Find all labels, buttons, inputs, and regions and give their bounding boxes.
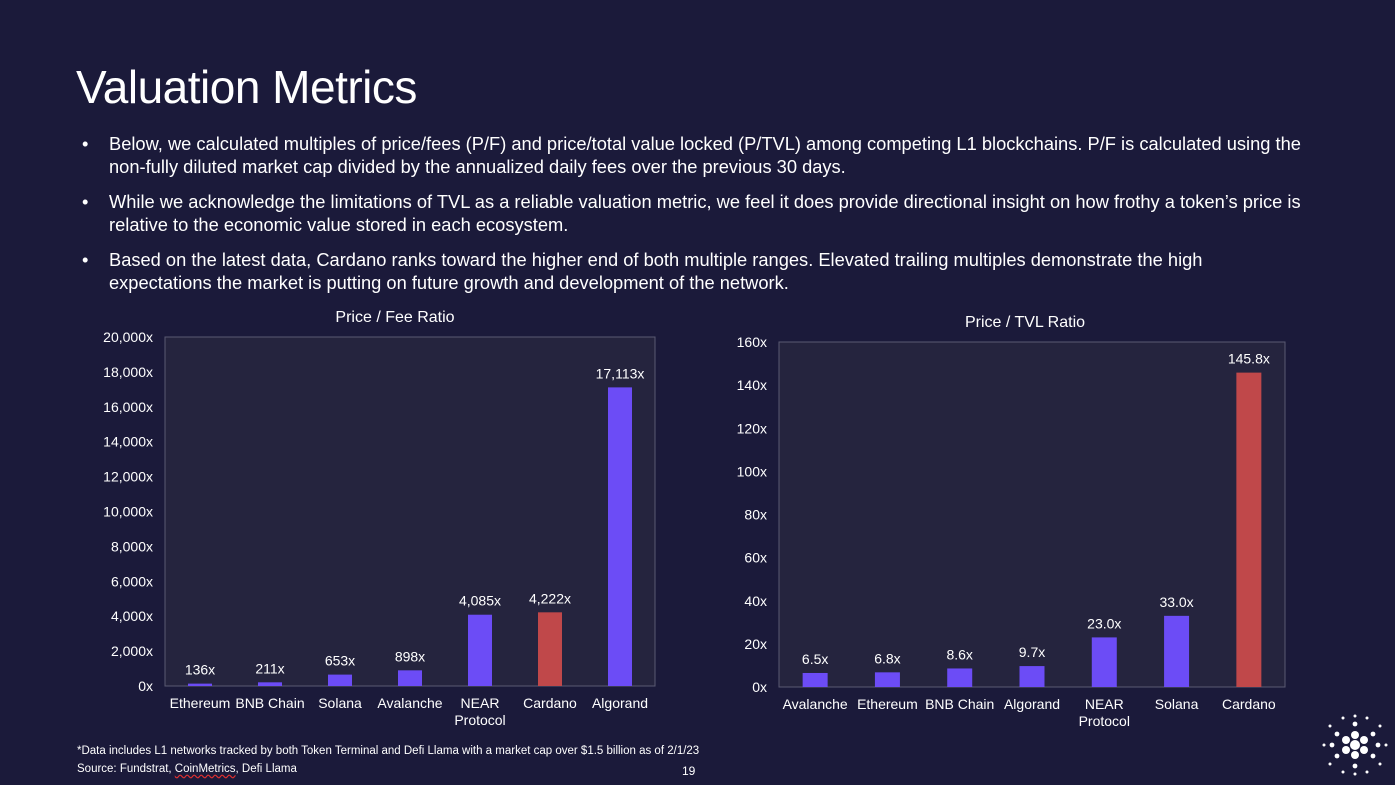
tvl-data-label: 6.5x bbox=[802, 651, 828, 667]
bullet-item: Below, we calculated multiples of price/… bbox=[82, 132, 1307, 178]
tvl-data-label: 6.8x bbox=[874, 650, 900, 666]
fee-category-label: NEAR bbox=[461, 695, 500, 711]
fee-plot-area bbox=[164, 336, 656, 687]
fee-y-tick-label: 18,000x bbox=[103, 364, 153, 380]
tvl-bar-cardano bbox=[1236, 372, 1262, 687]
tvl-bar-avalanche bbox=[802, 672, 828, 687]
fee-y-tick-label: 6,000x bbox=[111, 573, 153, 589]
footnote-text: *Data includes L1 networks tracked by bo… bbox=[77, 745, 700, 757]
fee-data-label: 4,085x bbox=[459, 593, 501, 609]
tvl-bar-solana bbox=[1164, 615, 1190, 687]
fee-y-tick-label: 10,000x bbox=[103, 504, 153, 520]
tvl-bar-bnb-chain bbox=[947, 668, 973, 687]
fee-y-tick-label: 12,000x bbox=[103, 469, 153, 485]
tvl-chart-title: Price / TVL Ratio bbox=[964, 314, 1086, 331]
fee-y-tick-label: 2,000x bbox=[111, 643, 153, 659]
slide-title: Valuation Metrics bbox=[76, 61, 417, 113]
tvl-bar-near-protocol bbox=[1091, 637, 1117, 687]
tvl-y-tick-label: 20x bbox=[744, 636, 767, 652]
tvl-category-label: Avalanche bbox=[783, 696, 848, 712]
fee-y-tick-label: 14,000x bbox=[103, 434, 153, 450]
tvl-category-label: NEAR bbox=[1085, 696, 1124, 712]
fee-bar-near-protocol bbox=[468, 614, 492, 686]
source-coinmetrics: CoinMetrics bbox=[174, 763, 236, 775]
fee-bar-bnb-chain bbox=[258, 682, 282, 686]
bullet-item: While we acknowledge the limitations of … bbox=[82, 190, 1307, 236]
fee-category-label: Protocol bbox=[454, 712, 505, 728]
tvl-y-tick-label: 160x bbox=[737, 334, 767, 350]
fee-bar-cardano bbox=[538, 612, 562, 686]
tvl-data-label: 8.6x bbox=[946, 646, 972, 662]
source-line: Source: Fundstrat, CoinMetrics, Defi Lla… bbox=[77, 760, 699, 778]
fee-data-label: 136x bbox=[185, 662, 215, 678]
tvl-y-tick-label: 100x bbox=[737, 463, 767, 479]
fee-data-label: 653x bbox=[325, 653, 355, 669]
tvl-plot-area bbox=[778, 341, 1286, 688]
tvl-data-label: 23.0x bbox=[1087, 615, 1121, 631]
fee-data-label: 211x bbox=[255, 660, 284, 676]
bullet-item: Based on the latest data, Cardano ranks … bbox=[82, 248, 1307, 294]
tvl-category-label: Protocol bbox=[1079, 713, 1130, 729]
tvl-data-label: 9.7x bbox=[1019, 644, 1045, 660]
fee-y-tick-label: 20,000x bbox=[103, 329, 153, 345]
fee-data-label: 4,222x bbox=[529, 590, 571, 606]
tvl-category-label: Solana bbox=[1155, 696, 1199, 712]
tvl-data-label: 33.0x bbox=[1159, 594, 1193, 610]
fee-y-tick-label: 8,000x bbox=[111, 538, 153, 554]
tvl-y-tick-label: 60x bbox=[744, 550, 767, 566]
fee-y-tick-label: 0x bbox=[138, 678, 153, 694]
tvl-category-label: BNB Chain bbox=[925, 696, 994, 712]
fee-category-label: Ethereum bbox=[170, 695, 231, 711]
tvl-y-tick-label: 120x bbox=[737, 420, 767, 436]
fee-bar-avalanche bbox=[398, 670, 422, 686]
page-number: 19 bbox=[682, 764, 696, 778]
tvl-category-label: Ethereum bbox=[857, 696, 918, 712]
tvl-bar-ethereum bbox=[874, 672, 900, 687]
fee-y-tick-label: 4,000x bbox=[111, 608, 153, 624]
fee-category-label: Cardano bbox=[523, 695, 577, 711]
fee-bar-algorand bbox=[608, 387, 632, 686]
tvl-y-tick-label: 40x bbox=[744, 593, 767, 609]
bullet-list: Below, we calculated multiples of price/… bbox=[82, 132, 1307, 306]
tvl-category-label: Cardano bbox=[1222, 696, 1276, 712]
fee-category-label: Algorand bbox=[592, 695, 648, 711]
fee-data-label: 898x bbox=[395, 648, 425, 664]
tvl-y-tick-label: 80x bbox=[744, 507, 767, 523]
fee-category-label: Solana bbox=[318, 695, 362, 711]
tvl-category-label: Algorand bbox=[1004, 696, 1060, 712]
fee-bar-ethereum bbox=[188, 683, 212, 686]
fee-category-label: Avalanche bbox=[377, 695, 442, 711]
tvl-y-tick-label: 0x bbox=[752, 679, 767, 695]
fee-chart-title: Price / Fee Ratio bbox=[335, 309, 455, 326]
fee-data-label: 17,113x bbox=[596, 365, 645, 381]
source-suffix: , Defi Llama bbox=[235, 763, 297, 775]
tvl-data-label: 145.8x bbox=[1228, 351, 1270, 367]
cardano-logo-icon bbox=[1322, 714, 1388, 776]
tvl-bar-algorand bbox=[1019, 666, 1045, 687]
tvl-y-tick-label: 140x bbox=[737, 377, 767, 393]
source-prefix: Source: Fundstrat, bbox=[77, 763, 175, 775]
fee-bar-solana bbox=[328, 674, 352, 686]
fee-y-tick-label: 16,000x bbox=[103, 399, 153, 415]
footnote-block: *Data includes L1 networks tracked by bo… bbox=[77, 742, 699, 778]
fee-category-label: BNB Chain bbox=[235, 695, 304, 711]
